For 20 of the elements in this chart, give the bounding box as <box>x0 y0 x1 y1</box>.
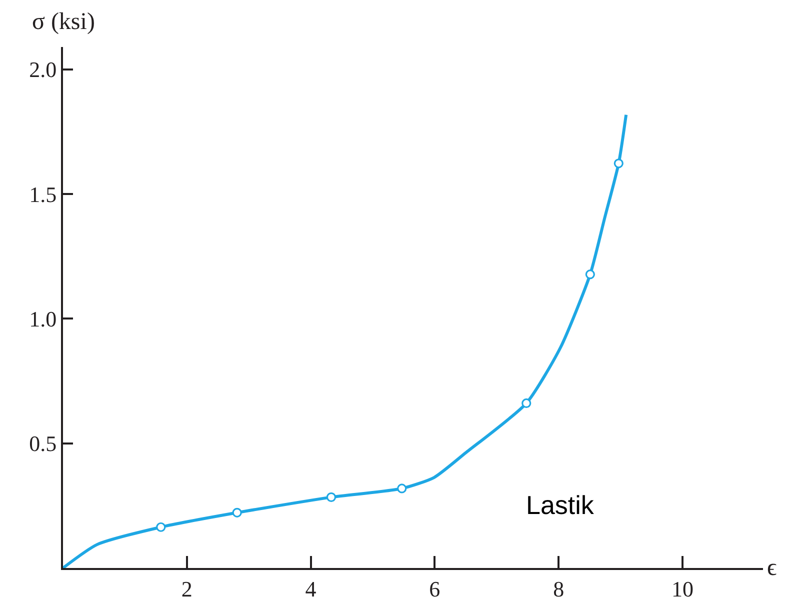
point <box>232 508 242 518</box>
x-tick-label: 10 <box>671 576 694 602</box>
y-tick-label: 2.0 <box>29 57 57 82</box>
point <box>522 398 532 408</box>
y-tick-label: 1.0 <box>29 306 57 332</box>
annotation: Lastik <box>526 490 595 520</box>
x-tick-label: 4 <box>305 576 316 602</box>
point <box>397 484 407 494</box>
y-tick-label: 1.5 <box>29 182 57 207</box>
y-tick-label: 0.5 <box>29 431 57 456</box>
y-axis-title: σ (ksi) <box>32 9 95 35</box>
point <box>326 492 336 502</box>
point <box>156 522 166 532</box>
x-axis-title: ϵ <box>767 555 777 581</box>
line-series <box>63 113 628 568</box>
point <box>585 270 595 280</box>
x-tick-label: 8 <box>553 576 564 602</box>
point <box>614 158 624 168</box>
x-tick-label: 2 <box>181 576 192 602</box>
x-tick-label: 6 <box>429 576 440 602</box>
